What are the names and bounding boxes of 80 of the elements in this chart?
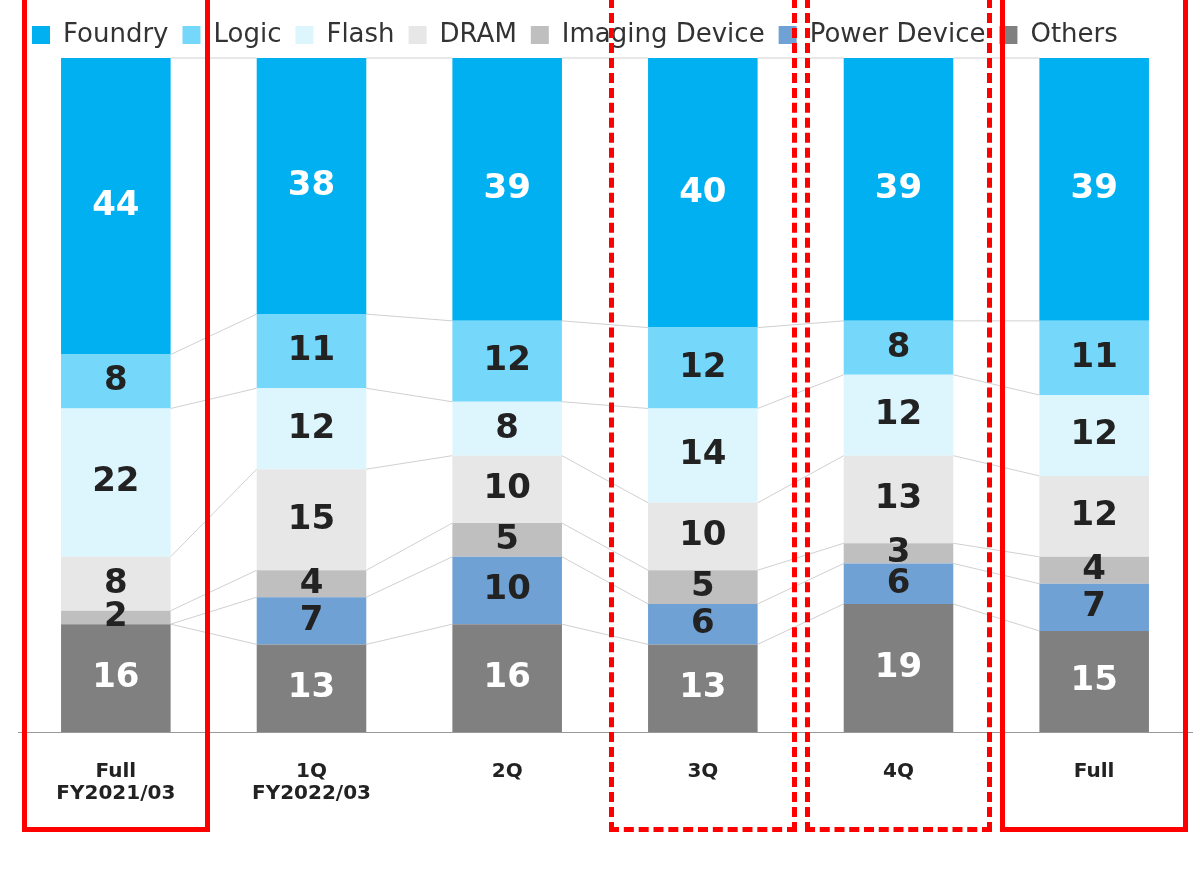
data-label: 39 [1070, 166, 1118, 207]
bar [452, 58, 562, 321]
bar [843, 563, 954, 604]
data-label: 39 [874, 166, 923, 207]
bar [256, 644, 367, 732]
legend-label: Power Device [809, 17, 986, 48]
legend-label: Foundry [63, 17, 169, 48]
data-label: 13 [874, 476, 923, 517]
bar [1039, 58, 1149, 321]
data-label: 16 [92, 654, 140, 695]
bar [648, 502, 758, 571]
bar [256, 388, 367, 470]
bar [61, 354, 171, 409]
legend-label: Others [1030, 17, 1118, 48]
data-label: 15 [287, 496, 336, 537]
data-label: 14 [679, 432, 727, 473]
bar [648, 644, 758, 732]
legend-label: Flash [326, 17, 395, 48]
x-tick-label: Full [95, 758, 137, 783]
bar [648, 603, 758, 645]
data-label: 8 [495, 405, 519, 446]
data-label: 13 [679, 665, 727, 706]
x-tick-label: 4Q [883, 758, 914, 783]
data-label: 10 [679, 513, 727, 554]
bar [648, 58, 758, 328]
data-label: 12 [1070, 493, 1118, 534]
bar [256, 597, 367, 645]
text: FY2022/03 [252, 780, 371, 805]
bar [843, 58, 954, 321]
bar [648, 327, 758, 409]
bar [1039, 395, 1149, 476]
bar [843, 603, 954, 732]
data-label: 11 [1070, 334, 1118, 375]
data-label: 40 [679, 169, 727, 210]
data-label: 22 [92, 459, 140, 500]
bar [1039, 630, 1149, 732]
text: FY2021/03 [56, 780, 176, 805]
bar [452, 556, 562, 625]
data-label: 13 [287, 665, 336, 706]
bar [648, 570, 758, 604]
data-label: 12 [1070, 412, 1118, 453]
data-label: 8 [104, 358, 128, 399]
data-label: 38 [287, 162, 336, 203]
data-label: 16 [483, 654, 531, 695]
data-label: 39 [483, 166, 531, 207]
bar [1039, 320, 1149, 395]
bar [61, 58, 171, 355]
bar [452, 523, 562, 557]
data-label: 5 [495, 516, 519, 557]
bar [452, 624, 562, 732]
bar [61, 624, 171, 732]
legend-label: Logic [213, 17, 282, 48]
data-label: 12 [679, 344, 727, 385]
bar [256, 314, 367, 389]
data-label: 10 [483, 466, 531, 507]
data-label: 10 [483, 567, 531, 608]
legend-label: Imaging Device [561, 17, 765, 48]
data-label: 19 [874, 644, 923, 685]
x-tick-label: 2Q [491, 758, 523, 783]
x-tick-label: Full [1073, 758, 1115, 783]
bar [1039, 583, 1149, 631]
x-tick-label: 1Q [296, 758, 327, 783]
data-label: 44 [92, 183, 140, 224]
bar [648, 408, 758, 503]
bar [843, 374, 954, 456]
data-label: 12 [874, 392, 923, 433]
data-label: 15 [1070, 658, 1118, 699]
bar [452, 401, 562, 456]
bar [452, 320, 562, 402]
bar [1039, 556, 1149, 584]
legend-label: DRAM [439, 17, 517, 48]
data-label: 12 [483, 338, 531, 379]
data-label: 11 [287, 328, 336, 369]
data-label: 8 [886, 324, 911, 365]
bar [61, 408, 171, 557]
bar [452, 455, 562, 524]
bar [256, 58, 367, 315]
data-label: 12 [287, 405, 336, 446]
x-tick-label: 3Q [687, 758, 719, 783]
bar [843, 320, 954, 375]
